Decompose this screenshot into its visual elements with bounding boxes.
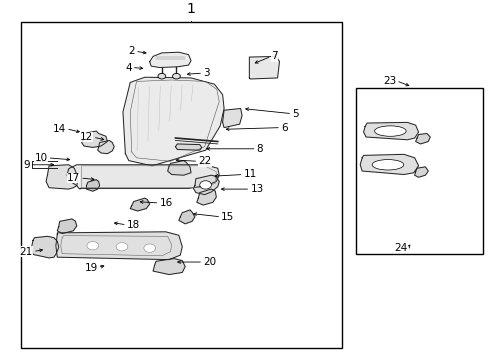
- Text: 18: 18: [126, 220, 140, 230]
- Text: 7: 7: [271, 51, 277, 62]
- Polygon shape: [363, 122, 418, 140]
- Polygon shape: [193, 175, 219, 195]
- Text: 15: 15: [221, 212, 234, 222]
- Polygon shape: [130, 198, 149, 211]
- Polygon shape: [149, 52, 191, 68]
- Polygon shape: [56, 232, 182, 260]
- Text: 19: 19: [84, 262, 98, 273]
- Circle shape: [200, 181, 211, 189]
- Polygon shape: [222, 108, 242, 127]
- Polygon shape: [167, 161, 191, 175]
- Ellipse shape: [371, 159, 403, 170]
- Text: 21: 21: [20, 247, 33, 257]
- Polygon shape: [153, 258, 185, 275]
- Ellipse shape: [374, 126, 406, 136]
- Circle shape: [172, 73, 180, 79]
- Text: 4: 4: [125, 63, 131, 72]
- Polygon shape: [414, 167, 427, 177]
- Text: 11: 11: [243, 170, 256, 180]
- Polygon shape: [46, 165, 78, 189]
- Bar: [356, 87, 482, 255]
- Text: 1: 1: [186, 3, 195, 17]
- Text: 24: 24: [393, 243, 407, 253]
- Circle shape: [143, 244, 155, 252]
- Text: 22: 22: [198, 156, 211, 166]
- Circle shape: [87, 242, 99, 250]
- Text: 14: 14: [53, 123, 66, 134]
- Polygon shape: [122, 77, 224, 166]
- Text: 23: 23: [382, 76, 395, 86]
- Polygon shape: [81, 131, 107, 147]
- Text: 6: 6: [281, 123, 287, 132]
- Polygon shape: [86, 180, 100, 191]
- Text: 20: 20: [203, 257, 216, 267]
- Polygon shape: [57, 219, 77, 234]
- Text: 3: 3: [203, 68, 209, 78]
- Circle shape: [158, 73, 165, 79]
- Polygon shape: [31, 236, 59, 258]
- Polygon shape: [98, 140, 114, 154]
- Polygon shape: [197, 189, 216, 205]
- Polygon shape: [415, 134, 429, 144]
- Polygon shape: [175, 144, 201, 150]
- Text: 5: 5: [291, 109, 298, 119]
- Text: 2: 2: [128, 46, 135, 56]
- Text: 10: 10: [34, 153, 47, 163]
- Text: 16: 16: [159, 198, 172, 208]
- Polygon shape: [249, 57, 279, 79]
- Bar: [21, 22, 341, 348]
- Text: 9: 9: [23, 160, 30, 170]
- Text: 8: 8: [256, 144, 263, 154]
- Text: 13: 13: [250, 184, 263, 194]
- Text: 17: 17: [67, 173, 80, 183]
- Text: 12: 12: [80, 132, 93, 142]
- Circle shape: [116, 243, 127, 251]
- Polygon shape: [179, 210, 195, 224]
- Polygon shape: [67, 165, 219, 189]
- Polygon shape: [360, 154, 418, 175]
